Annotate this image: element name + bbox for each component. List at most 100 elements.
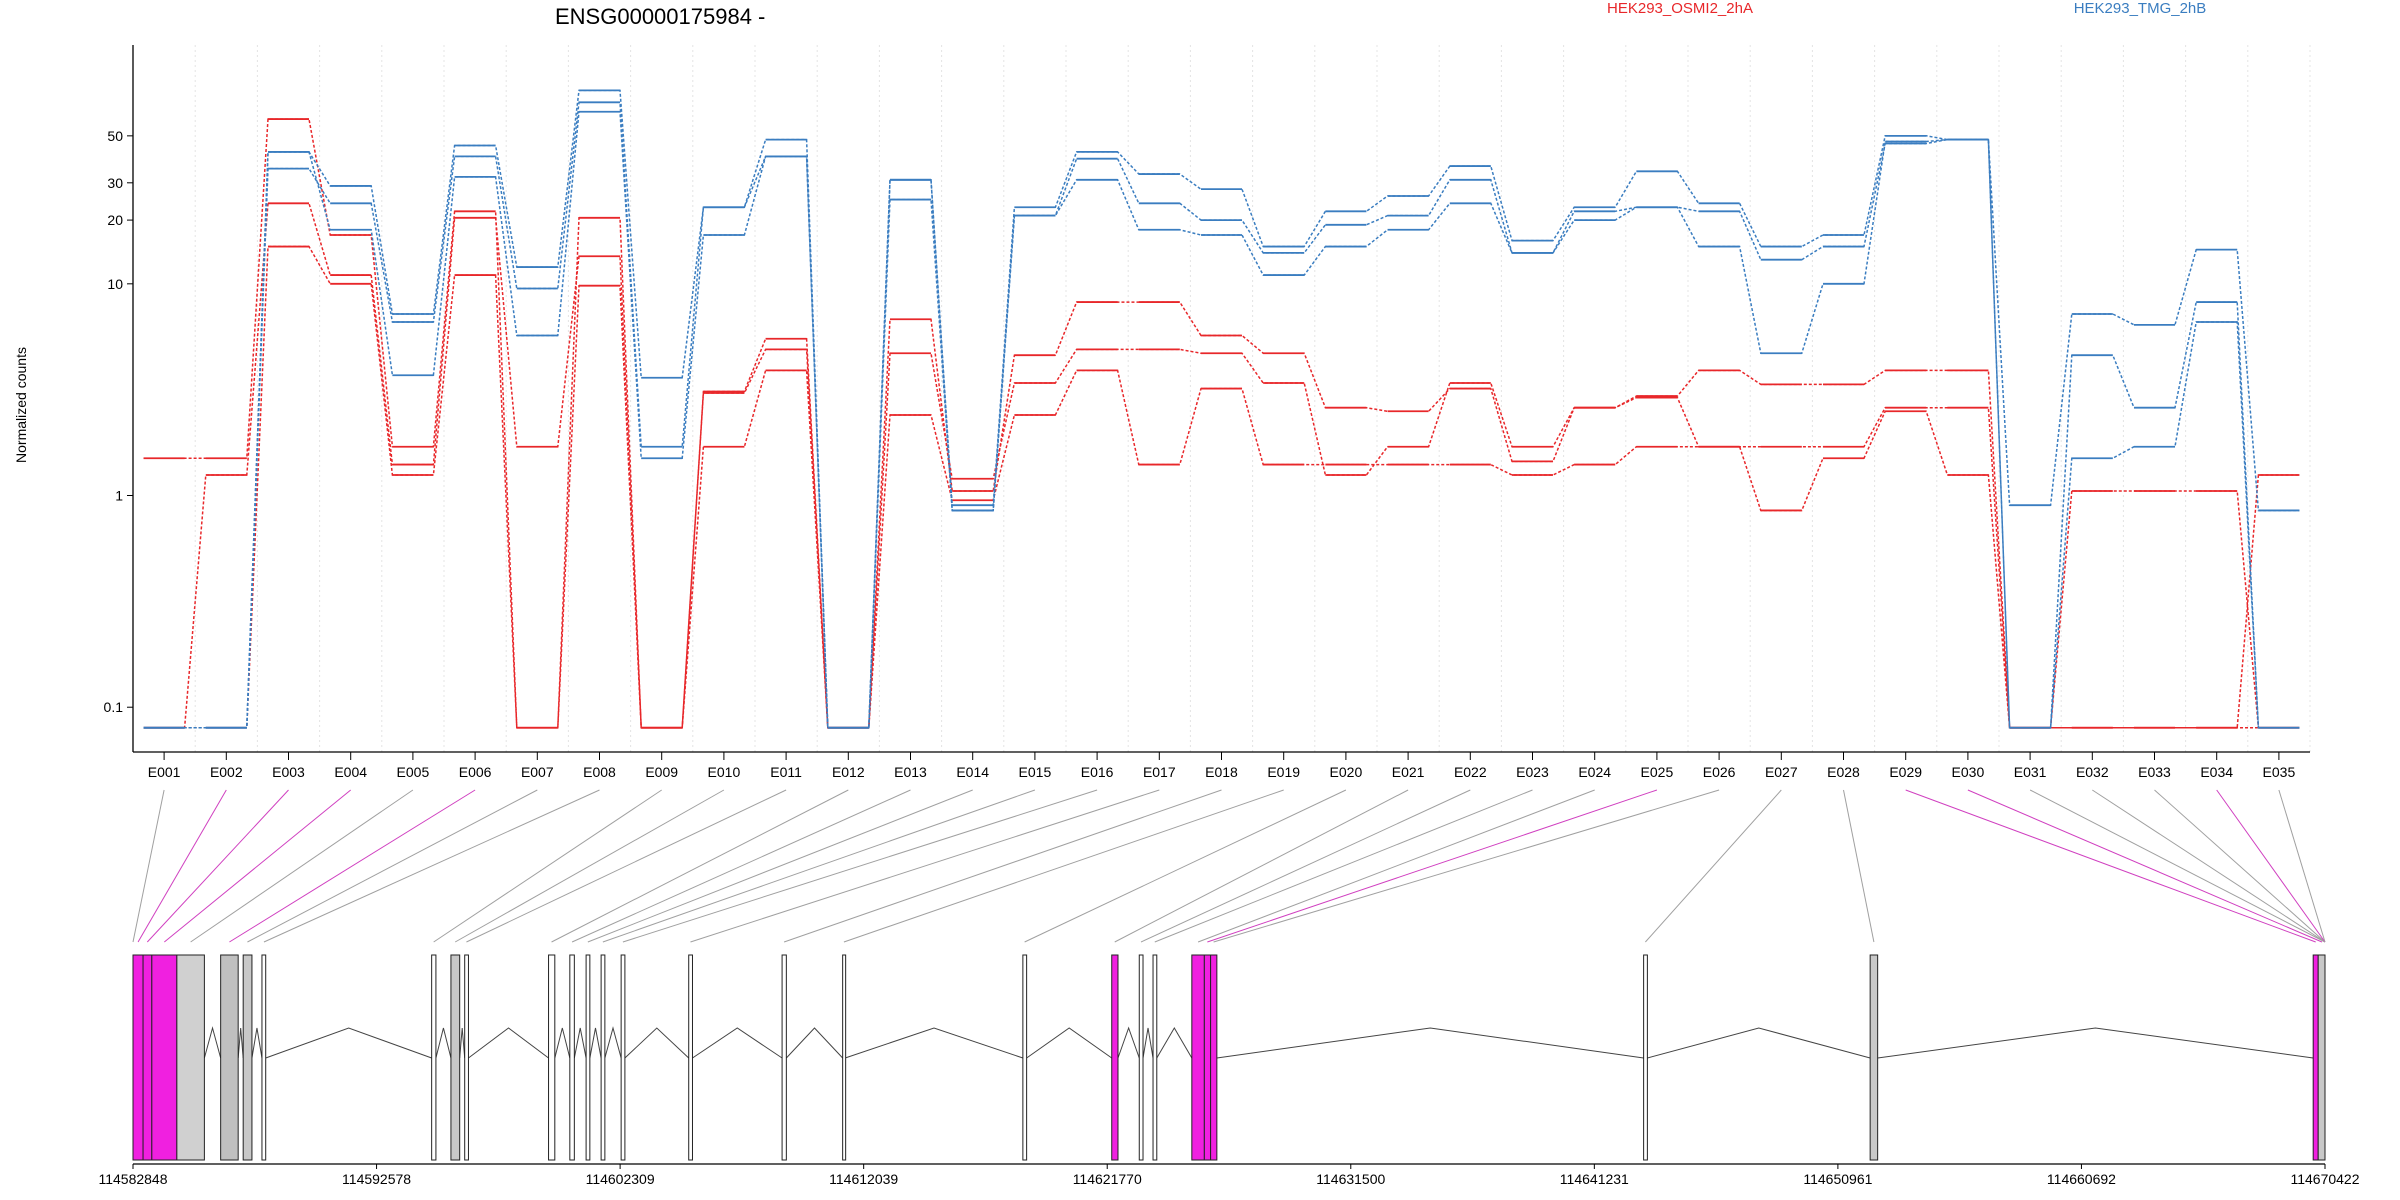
y-axis-ticks: 0.1 1 10 20 30 50 — [104, 128, 133, 715]
x-tick-label: E016 — [1081, 764, 1114, 780]
vertical-gridlines — [132, 45, 2311, 752]
exon-block — [548, 954, 556, 1161]
connector-line — [622, 789, 1098, 943]
x-tick-label: E029 — [1889, 764, 1922, 780]
chart-title: ENSG00000175984 - — [555, 4, 765, 29]
x-tick-label: E028 — [1827, 764, 1860, 780]
genomic-tick-label: 114621770 — [1073, 1171, 1142, 1187]
y-axis-label: Normalized counts — [13, 347, 29, 463]
x-tick-label: E024 — [1578, 764, 1611, 780]
connector-line — [247, 789, 538, 943]
connector-line — [164, 789, 352, 943]
series-line-4 — [143, 101, 2300, 729]
x-tick-label: E025 — [1641, 764, 1674, 780]
intron-line — [435, 1027, 452, 1059]
connector-line — [783, 789, 1222, 943]
exon-block — [1022, 954, 1028, 1161]
x-tick-label: E015 — [1019, 764, 1052, 780]
genomic-tick-label: 114612039 — [829, 1171, 898, 1187]
y-tick-label: 10 — [107, 276, 123, 292]
connector-line — [2092, 789, 2326, 943]
x-tick-label: E012 — [832, 764, 865, 780]
x-tick-label: E005 — [397, 764, 430, 780]
connector-line — [2278, 789, 2326, 943]
exon-block — [1203, 954, 1212, 1161]
connector-line — [2029, 789, 2326, 943]
y-tick-label: 20 — [107, 212, 123, 228]
gene-model-track — [132, 954, 2326, 1161]
y-tick-label: 0.1 — [104, 699, 124, 715]
connector-line — [690, 789, 1160, 943]
exon-block — [261, 954, 267, 1161]
intron-line — [1216, 1027, 1644, 1059]
exon-block — [142, 954, 153, 1161]
genomic-tick-label: 114602309 — [586, 1171, 655, 1187]
genomic-tick-label: 114592578 — [342, 1171, 411, 1187]
connector-line — [229, 789, 476, 943]
exon-block — [620, 954, 626, 1161]
connector-line — [454, 789, 725, 943]
exon-connector-lines — [132, 789, 2326, 943]
x-tick-label: E023 — [1516, 764, 1549, 780]
intron-line — [589, 1027, 602, 1059]
connector-line — [1213, 789, 1720, 943]
connector-line — [843, 789, 1284, 943]
x-tick-label: E026 — [1703, 764, 1736, 780]
connector-line — [263, 789, 600, 943]
x-tick-label: E034 — [2200, 764, 2233, 780]
x-tick-label: E008 — [583, 764, 616, 780]
exon-block — [569, 954, 575, 1161]
intron-line — [468, 1027, 549, 1059]
connector-line — [190, 789, 414, 943]
series-line-0 — [143, 118, 2300, 729]
x-axis-exon-ticks: E001 E002 E003 E004 E005 E006 E007 E008 E009 E010… — [148, 752, 2295, 780]
connector-line — [551, 789, 849, 943]
legend-entry-tmg: HEK293_TMG_2hB — [2074, 0, 2207, 17]
x-tick-label: E032 — [2076, 764, 2109, 780]
series-line-2 — [143, 245, 2300, 729]
exon-block — [1152, 954, 1158, 1161]
exon-block — [431, 954, 437, 1161]
y-tick-label: 1 — [115, 488, 123, 504]
x-tick-label: E002 — [210, 764, 243, 780]
connector-line — [1905, 789, 2316, 943]
x-tick-label: E030 — [1952, 764, 1985, 780]
exon-block — [450, 954, 461, 1161]
exon-block — [600, 954, 606, 1161]
exon-block — [1138, 954, 1144, 1161]
x-tick-label: E011 — [770, 764, 802, 780]
connector-line — [2154, 789, 2326, 943]
x-tick-label: E017 — [1143, 764, 1176, 780]
intron-line — [1117, 1026, 1140, 1059]
x-tick-label: E004 — [334, 764, 367, 780]
genomic-coordinate-axis: 114582848 114592578 114602309 114612039 1146… — [98, 1163, 2360, 1187]
x-tick-label: E018 — [1205, 764, 1238, 780]
genomic-tick-label: 114631500 — [1316, 1171, 1385, 1187]
plot-axes — [132, 45, 2310, 753]
intron-line — [459, 1027, 466, 1059]
connector-line — [1967, 789, 2323, 943]
exon-block — [151, 954, 178, 1161]
exon-block — [842, 954, 847, 1161]
intron-line — [785, 1027, 844, 1059]
connector-line — [602, 789, 1036, 943]
exon-block — [688, 954, 693, 1161]
genomic-tick-label: 114641231 — [1560, 1171, 1629, 1187]
series-line-3 — [143, 89, 2300, 729]
x-tick-label: E001 — [148, 764, 181, 780]
intron-line — [203, 1026, 222, 1059]
exon-block — [1869, 954, 1879, 1161]
x-tick-label: E027 — [1765, 764, 1798, 780]
intron-line — [604, 1026, 622, 1059]
intron-line — [251, 1027, 263, 1059]
x-tick-label: E033 — [2138, 764, 2171, 780]
genomic-tick-label: 114650961 — [1803, 1171, 1872, 1187]
exon-block — [132, 954, 144, 1161]
connector-line — [1197, 789, 1595, 943]
exon-block — [176, 954, 205, 1161]
legend-entry-osmi2: HEK293_OSMI2_2hA — [1607, 0, 1753, 17]
genomic-tick-label: 114582848 — [98, 1171, 167, 1187]
connector-line — [132, 789, 165, 943]
connector-line — [137, 789, 227, 943]
